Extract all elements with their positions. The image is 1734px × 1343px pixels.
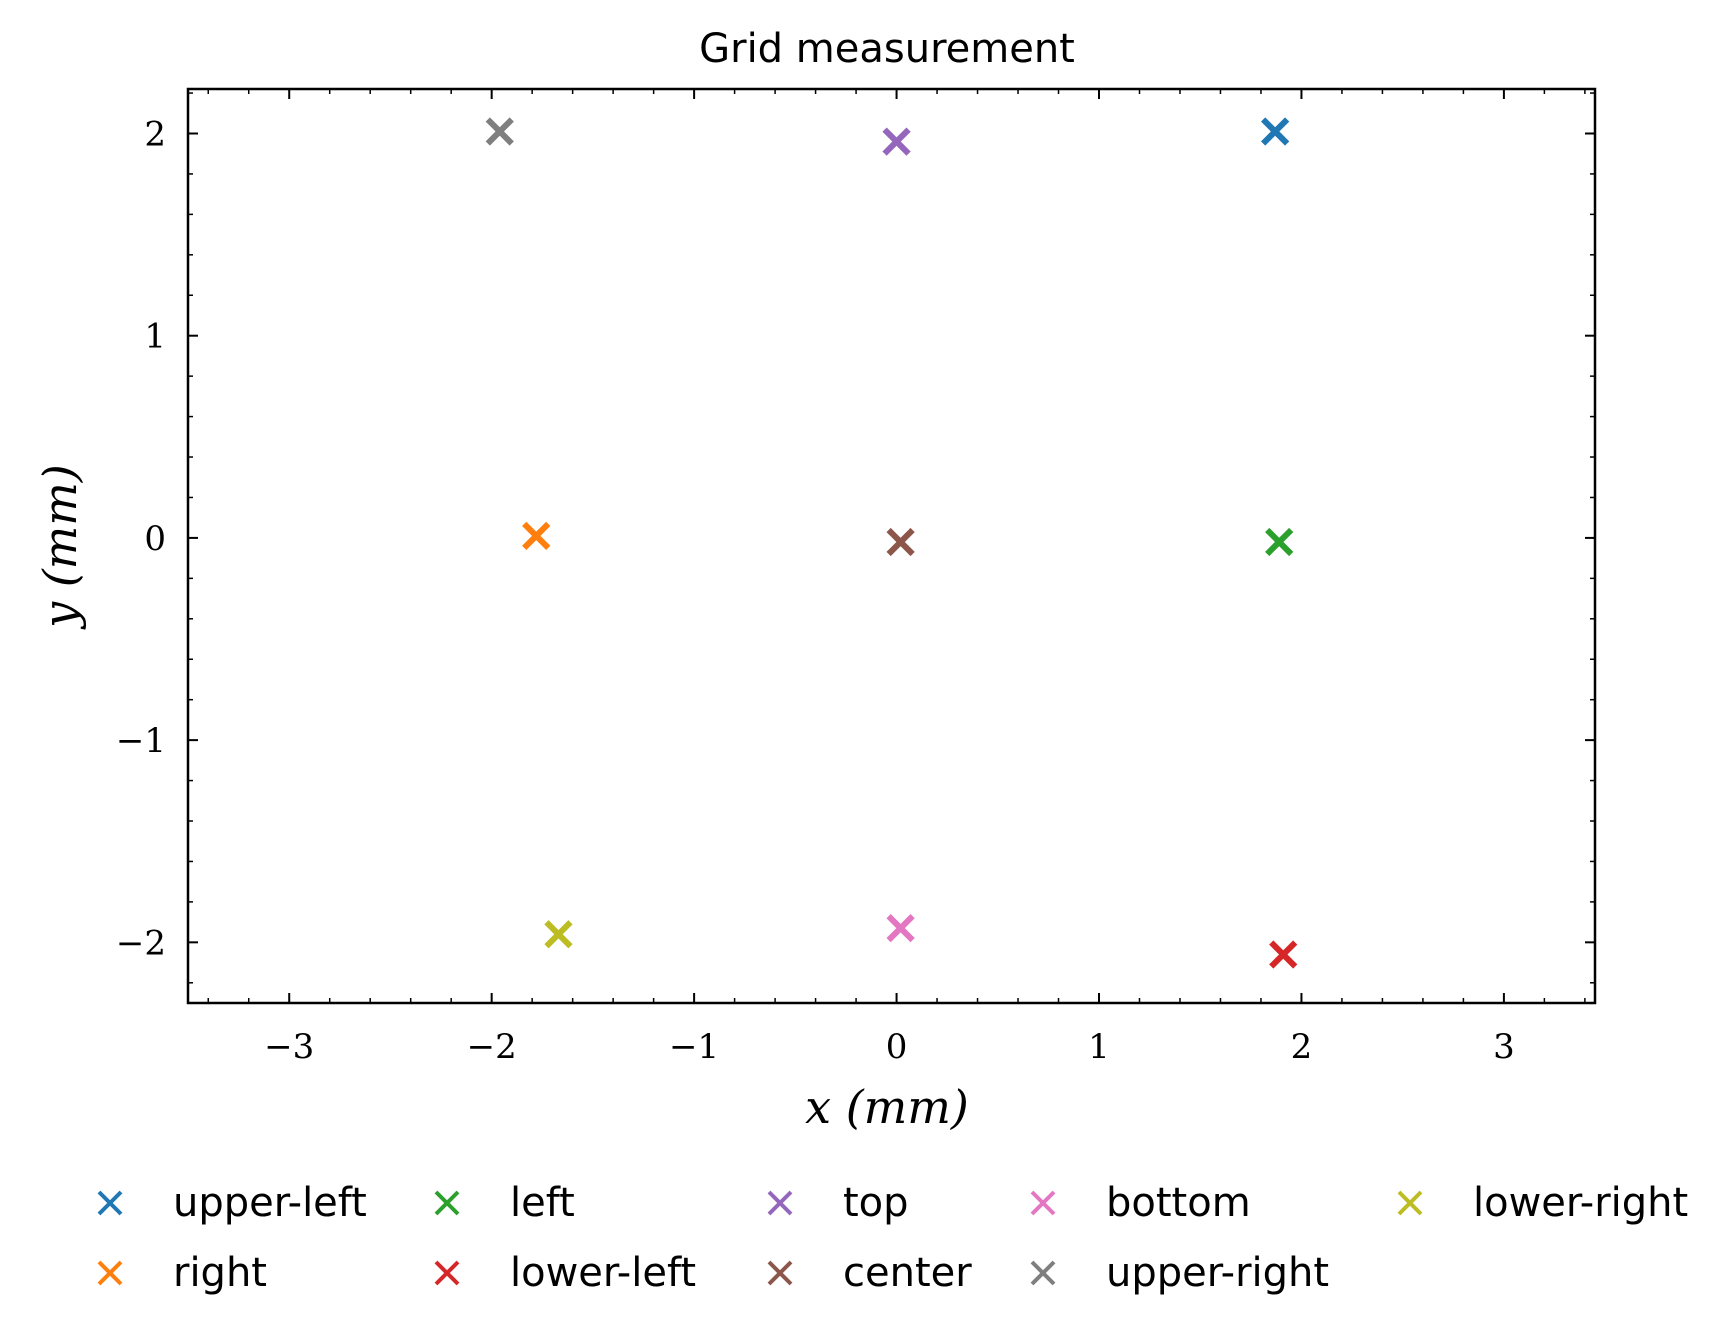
legend-marker bbox=[1030, 1260, 1056, 1286]
legend-label: upper-right bbox=[1106, 1250, 1329, 1296]
legend: upper-left right left lower-left top center bo… bbox=[97, 1180, 1688, 1296]
legend-label: left bbox=[510, 1180, 575, 1226]
legend-label: bottom bbox=[1106, 1180, 1251, 1226]
data-point-lower-left bbox=[1269, 940, 1298, 969]
x-axis-label: x (mm) bbox=[805, 1080, 969, 1134]
legend-marker bbox=[434, 1260, 460, 1286]
x-tick-label: 0 bbox=[886, 1027, 908, 1067]
legend-label: center bbox=[843, 1250, 972, 1296]
legend-marker bbox=[97, 1260, 123, 1286]
data-point-upper-right bbox=[485, 117, 514, 146]
legend-marker bbox=[1030, 1190, 1056, 1216]
data-point-bottom bbox=[886, 914, 915, 943]
legend-marker bbox=[767, 1190, 793, 1216]
legend-marker bbox=[767, 1260, 793, 1286]
legend-marker bbox=[1397, 1190, 1423, 1216]
x-tick-label: 2 bbox=[1291, 1027, 1313, 1067]
axes-frame bbox=[186, 87, 1597, 1005]
x-tick-label: −1 bbox=[669, 1027, 719, 1067]
legend-item-left: left bbox=[434, 1180, 575, 1226]
chart-title: Grid measurement bbox=[699, 26, 1075, 72]
y-tick-label: 2 bbox=[144, 114, 166, 154]
legend-marker bbox=[434, 1190, 460, 1216]
x-tick-label: −2 bbox=[467, 1027, 517, 1067]
data-point-right bbox=[522, 521, 551, 551]
y-tick-label: −2 bbox=[116, 923, 166, 963]
x-tick-label: 3 bbox=[1493, 1027, 1515, 1067]
legend-item-bottom: bottom bbox=[1030, 1180, 1251, 1226]
legend-item-upper-left: upper-left bbox=[97, 1180, 367, 1226]
data-point-top bbox=[882, 127, 911, 156]
x-tick-label: 1 bbox=[1088, 1027, 1110, 1067]
legend-label: lower-left bbox=[510, 1250, 696, 1296]
legend-item-lower-right: lower-right bbox=[1397, 1180, 1688, 1226]
legend-marker bbox=[97, 1190, 123, 1216]
y-tick-label: −1 bbox=[116, 721, 166, 761]
data-point-center bbox=[886, 527, 915, 557]
legend-label: right bbox=[173, 1250, 267, 1296]
data-point-left bbox=[1265, 527, 1294, 557]
y-axis-label: y (mm) bbox=[33, 464, 87, 630]
legend-item-lower-left: lower-left bbox=[434, 1250, 696, 1296]
legend-item-right: right bbox=[97, 1250, 267, 1296]
data-point-upper-left bbox=[1261, 117, 1290, 146]
legend-item-upper-right: upper-right bbox=[1030, 1250, 1329, 1296]
data-points bbox=[485, 117, 1298, 969]
legend-label: lower-right bbox=[1473, 1180, 1688, 1226]
y-tick-label: 0 bbox=[144, 519, 166, 559]
y-tick-label: 1 bbox=[144, 317, 166, 357]
x-tick-label: −3 bbox=[264, 1027, 314, 1067]
legend-item-top: top bbox=[767, 1180, 909, 1226]
data-point-lower-right bbox=[544, 920, 573, 949]
legend-label: top bbox=[843, 1180, 909, 1226]
legend-label: upper-left bbox=[173, 1180, 367, 1226]
legend-item-center: center bbox=[767, 1250, 972, 1296]
